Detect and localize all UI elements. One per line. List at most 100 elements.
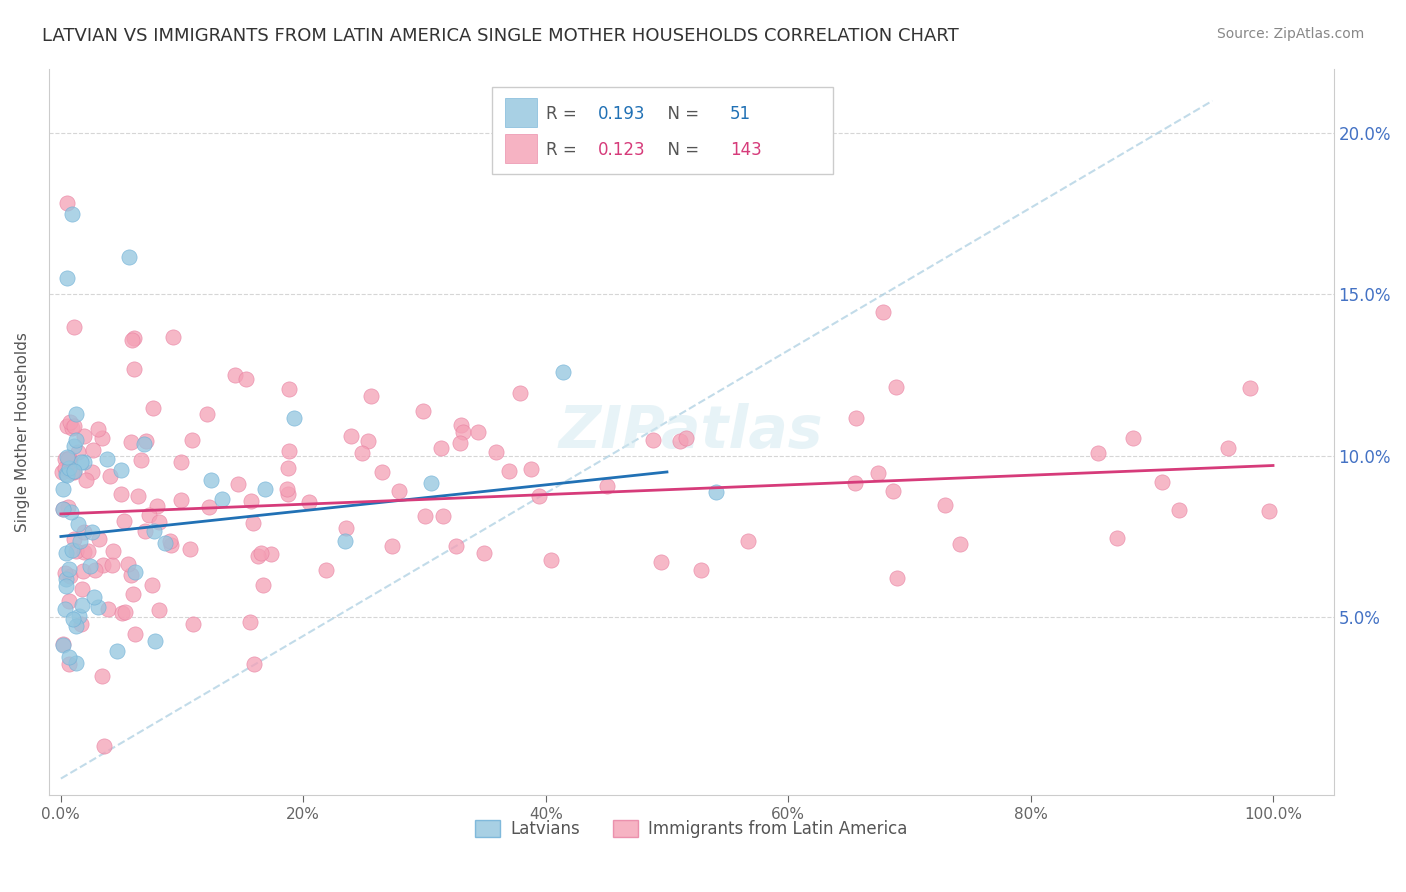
Text: R =: R = <box>546 141 582 159</box>
Immigrants from Latin America <box>141 578 163 592</box>
Immigrants from Latin America <box>75 473 97 487</box>
Immigrants from Latin America <box>224 368 246 383</box>
Immigrants from Latin America <box>87 533 110 547</box>
Latvians <box>73 455 96 469</box>
Immigrants from Latin America <box>117 557 139 571</box>
Immigrants from Latin America <box>240 493 263 508</box>
Latvians <box>124 565 146 579</box>
Immigrants from Latin America <box>51 465 73 479</box>
Immigrants from Latin America <box>1122 431 1144 445</box>
Immigrants from Latin America <box>381 539 404 553</box>
Immigrants from Latin America <box>872 305 894 319</box>
Latvians <box>86 599 108 614</box>
Immigrants from Latin America <box>97 602 120 616</box>
Immigrants from Latin America <box>277 382 299 396</box>
Immigrants from Latin America <box>450 418 472 433</box>
Immigrants from Latin America <box>70 582 93 596</box>
Immigrants from Latin America <box>124 361 146 376</box>
Immigrants from Latin America <box>1258 504 1281 518</box>
Immigrants from Latin America <box>242 516 264 530</box>
Immigrants from Latin America <box>135 434 157 448</box>
Immigrants from Latin America <box>179 541 201 556</box>
Immigrants from Latin America <box>276 482 298 496</box>
Immigrants from Latin America <box>260 547 283 561</box>
Immigrants from Latin America <box>56 500 79 514</box>
Text: LATVIAN VS IMMIGRANTS FROM LATIN AMERICA SINGLE MOTHER HOUSEHOLDS CORRELATION CH: LATVIAN VS IMMIGRANTS FROM LATIN AMERICA… <box>42 27 959 45</box>
Immigrants from Latin America <box>111 606 134 620</box>
Immigrants from Latin America <box>62 418 84 433</box>
Immigrants from Latin America <box>170 492 193 507</box>
Immigrants from Latin America <box>103 544 125 558</box>
Latvians <box>132 436 155 450</box>
Immigrants from Latin America <box>121 333 143 347</box>
Immigrants from Latin America <box>413 508 436 523</box>
Latvians <box>79 558 101 573</box>
Immigrants from Latin America <box>432 509 454 524</box>
Immigrants from Latin America <box>540 553 562 567</box>
Immigrants from Latin America <box>122 587 145 601</box>
Immigrants from Latin America <box>98 469 121 483</box>
Immigrants from Latin America <box>690 562 713 576</box>
Immigrants from Latin America <box>1105 532 1128 546</box>
Immigrants from Latin America <box>91 558 114 572</box>
Immigrants from Latin America <box>934 498 956 512</box>
Immigrants from Latin America <box>243 657 266 671</box>
Immigrants from Latin America <box>114 605 136 619</box>
Latvians <box>58 461 80 475</box>
Immigrants from Latin America <box>67 445 90 459</box>
Immigrants from Latin America <box>1152 475 1174 489</box>
Latvians <box>58 650 80 665</box>
Immigrants from Latin America <box>60 421 83 435</box>
Immigrants from Latin America <box>120 435 142 450</box>
Immigrants from Latin America <box>1087 446 1109 460</box>
Immigrants from Latin America <box>59 569 82 583</box>
Immigrants from Latin America <box>181 433 204 447</box>
Text: Source: ZipAtlas.com: Source: ZipAtlas.com <box>1216 27 1364 41</box>
Latvians <box>60 542 83 557</box>
Latvians <box>65 433 87 447</box>
Immigrants from Latin America <box>160 538 183 552</box>
Immigrants from Latin America <box>77 544 100 558</box>
Immigrants from Latin America <box>226 477 249 491</box>
Immigrants from Latin America <box>52 501 75 516</box>
Immigrants from Latin America <box>129 452 152 467</box>
Immigrants from Latin America <box>1218 441 1240 455</box>
Immigrants from Latin America <box>122 331 145 345</box>
Latvians <box>211 491 233 506</box>
Latvians <box>56 271 79 285</box>
Immigrants from Latin America <box>520 462 543 476</box>
Latvians <box>63 464 86 478</box>
Immigrants from Latin America <box>335 520 357 534</box>
Immigrants from Latin America <box>737 534 759 549</box>
Immigrants from Latin America <box>277 460 299 475</box>
Immigrants from Latin America <box>868 467 890 481</box>
Bar <box>505 134 537 163</box>
Y-axis label: Single Mother Households: Single Mother Households <box>15 332 30 532</box>
Immigrants from Latin America <box>62 319 84 334</box>
Latvians <box>58 562 80 576</box>
Latvians <box>69 533 91 548</box>
Latvians <box>65 407 87 421</box>
Immigrants from Latin America <box>53 460 76 475</box>
Immigrants from Latin America <box>56 419 79 434</box>
Latvians <box>70 599 93 613</box>
Text: ZIPatlas: ZIPatlas <box>560 403 824 460</box>
Immigrants from Latin America <box>235 371 257 385</box>
Immigrants from Latin America <box>509 385 531 400</box>
Immigrants from Latin America <box>59 415 82 429</box>
FancyBboxPatch shape <box>492 87 832 174</box>
Text: 51: 51 <box>730 104 751 122</box>
Immigrants from Latin America <box>845 411 868 425</box>
Immigrants from Latin America <box>356 434 378 449</box>
Latvians <box>65 656 87 670</box>
Immigrants from Latin America <box>73 429 96 443</box>
Immigrants from Latin America <box>315 563 337 577</box>
Immigrants from Latin America <box>120 568 142 582</box>
Immigrants from Latin America <box>55 566 77 580</box>
Immigrants from Latin America <box>58 451 80 466</box>
Immigrants from Latin America <box>159 533 181 548</box>
Immigrants from Latin America <box>596 479 619 493</box>
Latvians <box>55 579 77 593</box>
Immigrants from Latin America <box>181 617 204 632</box>
Immigrants from Latin America <box>886 572 908 586</box>
